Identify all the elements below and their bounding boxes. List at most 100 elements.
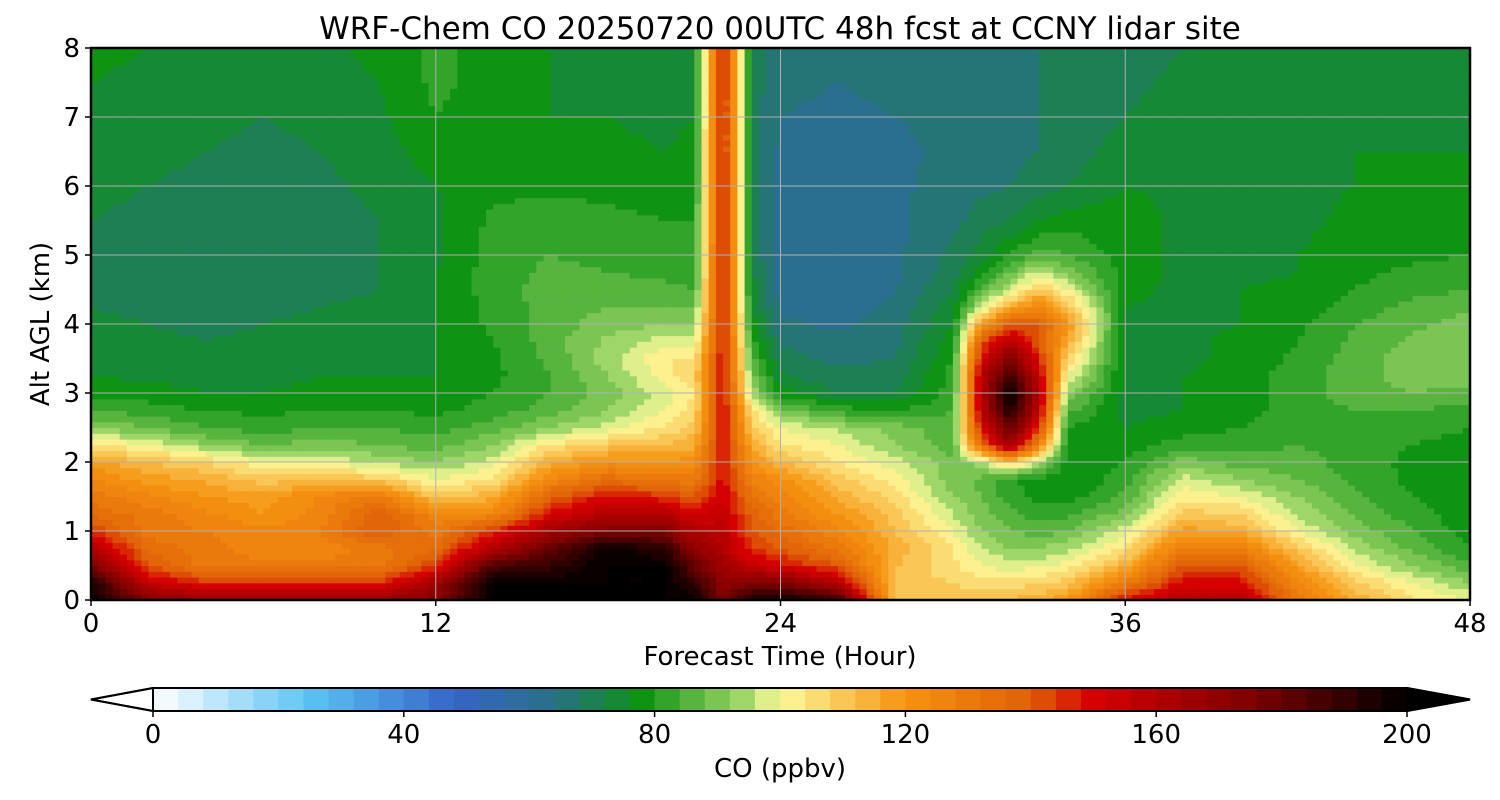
contour-cell — [551, 531, 559, 537]
contour-cell — [881, 479, 889, 485]
contour-cell — [235, 502, 243, 508]
contour-cell — [414, 502, 422, 508]
contour-cell — [666, 468, 674, 474]
contour-cell — [1204, 531, 1212, 537]
contour-cell — [1003, 514, 1011, 520]
contour-cell — [385, 491, 393, 497]
contour-cell — [1341, 468, 1349, 474]
contour-cell — [867, 451, 875, 457]
contour-cell — [974, 566, 982, 572]
contour-cell — [1111, 531, 1119, 537]
contour-cell — [960, 451, 968, 457]
contour-cell — [1161, 508, 1169, 514]
contour-cell — [730, 502, 738, 508]
contour-cell — [400, 589, 408, 595]
contour-cell — [1369, 479, 1377, 485]
contour-cell — [601, 468, 609, 474]
contour-cell — [1219, 554, 1227, 560]
contour-cell — [436, 531, 444, 537]
contour-cell — [1204, 462, 1212, 468]
contour-cell — [472, 537, 480, 543]
contour-cell — [393, 589, 401, 595]
contour-cell — [752, 520, 760, 526]
contour-cell — [1377, 502, 1385, 508]
contour-cell — [709, 491, 717, 497]
contour-cell — [1441, 589, 1449, 595]
contour-cell — [500, 543, 508, 549]
contour-cell — [910, 451, 918, 457]
contour-cell — [457, 589, 465, 595]
contour-cell — [335, 583, 343, 589]
contour-cell — [271, 497, 279, 503]
contour-cell — [292, 589, 300, 595]
contour-cell — [1377, 468, 1385, 474]
contour-cell — [170, 566, 178, 572]
contour-cell — [1398, 554, 1406, 560]
contour-cell — [170, 571, 178, 577]
contour-cell — [1269, 451, 1277, 457]
contour-cell — [867, 514, 875, 520]
contour-cell — [522, 474, 530, 480]
contour-cell — [1262, 462, 1270, 468]
contour-cell — [127, 520, 135, 526]
contour-cell — [1319, 577, 1327, 583]
contour-cell — [594, 583, 602, 589]
contour-cell — [680, 566, 688, 572]
contour-cell — [587, 554, 595, 560]
contour-cell — [953, 543, 961, 549]
contour-cell — [587, 583, 595, 589]
contour-cell — [572, 554, 580, 560]
contour-cell — [1377, 554, 1385, 560]
contour-cell — [271, 560, 279, 566]
contour-cell — [1075, 479, 1083, 485]
contour-cell — [795, 537, 803, 543]
contour-cell — [249, 451, 257, 457]
contour-cell — [1204, 583, 1212, 589]
contour-cell — [1405, 462, 1413, 468]
contour-cell — [1176, 543, 1184, 549]
contour-cell — [1204, 520, 1212, 526]
contour-cell — [572, 566, 580, 572]
contour-cell — [874, 589, 882, 595]
contour-cell — [558, 554, 566, 560]
contour-cell — [1046, 589, 1054, 595]
contour-cell — [1075, 514, 1083, 520]
contour-cell — [1305, 451, 1313, 457]
contour-cell — [1233, 479, 1241, 485]
contour-cell — [515, 583, 523, 589]
contour-cell — [888, 531, 896, 537]
contour-cell — [630, 485, 638, 491]
contour-cell — [170, 577, 178, 583]
contour-cell — [378, 589, 386, 595]
contour-cell — [644, 566, 652, 572]
contour-cell — [184, 468, 192, 474]
contour-cell — [1168, 485, 1176, 491]
contour-cell — [1010, 502, 1018, 508]
contour-cell — [960, 531, 968, 537]
contour-cell — [357, 479, 365, 485]
contour-cell — [982, 589, 990, 595]
contour-cell — [1097, 474, 1105, 480]
contour-cell — [673, 491, 681, 497]
contour-cell — [321, 497, 329, 503]
contour-cell — [472, 577, 480, 583]
contour-cell — [802, 543, 810, 549]
contour-cell — [1140, 554, 1148, 560]
contour-cell — [364, 577, 372, 583]
contour-cell — [1233, 531, 1241, 537]
contour-cell — [429, 589, 437, 595]
contour-cell — [1240, 451, 1248, 457]
contour-cell — [443, 462, 451, 468]
contour-cell — [888, 468, 896, 474]
contour-cell — [278, 560, 286, 566]
contour-cell — [802, 474, 810, 480]
contour-cell — [1068, 451, 1076, 457]
contour-cell — [1032, 468, 1040, 474]
contour-cell — [1326, 520, 1334, 526]
contour-cell — [400, 560, 408, 566]
contour-cell — [881, 537, 889, 543]
contour-cell — [1334, 520, 1342, 526]
contour-cell — [960, 479, 968, 485]
contour-cell — [414, 520, 422, 526]
